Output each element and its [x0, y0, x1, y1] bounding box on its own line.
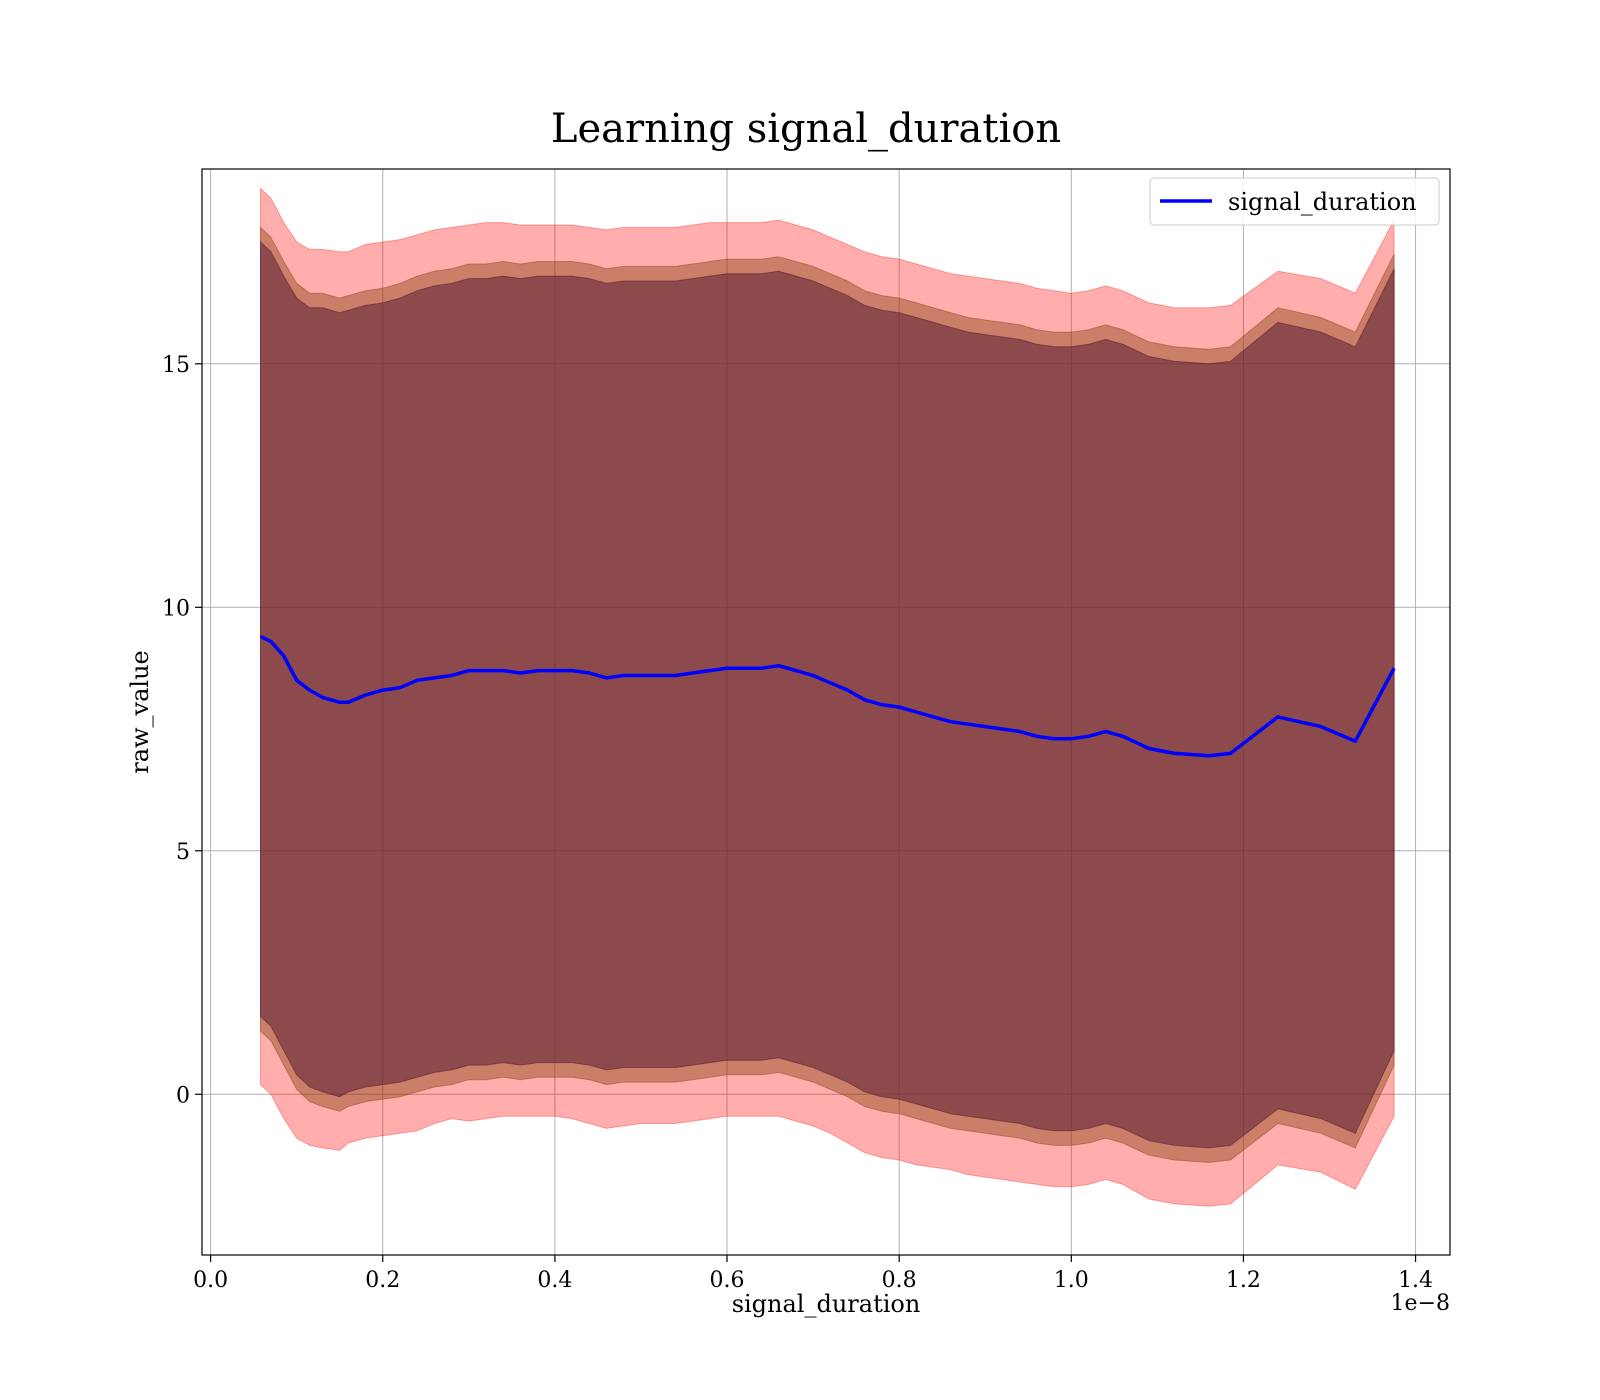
x-tick-label: 0.6 [710, 1268, 745, 1293]
y-axis-label: raw_value [126, 650, 154, 774]
x-tick-label: 1.0 [1054, 1268, 1089, 1293]
x-tick-label: 0.4 [537, 1268, 572, 1293]
confidence-bands [260, 187, 1395, 1207]
x-tick-label: 1.4 [1398, 1268, 1433, 1293]
series-line-signal-duration [259, 634, 1396, 758]
legend-box [1149, 177, 1440, 226]
x-tick-label: 0.2 [365, 1268, 400, 1293]
legend: signal_duration [1149, 177, 1440, 226]
y-tick-label: 15 [162, 353, 190, 378]
y-tick-label: 0 [176, 1083, 190, 1108]
x-axis-offset-label: 1e−8 [1391, 1291, 1450, 1316]
y-tick-label: 5 [176, 840, 190, 865]
chart-title: Learning signal_duration [551, 106, 1061, 152]
x-tick-label: 0.0 [193, 1268, 228, 1293]
plot-area-frame [201, 168, 1451, 1256]
x-tick-label: 1.2 [1226, 1268, 1261, 1293]
series-lines [259, 634, 1396, 758]
legend-entry-label: signal_duration [1228, 188, 1417, 216]
x-tick-label: 0.8 [882, 1268, 917, 1293]
confidence-band-2 [260, 240, 1395, 1149]
y-tick-label: 10 [162, 596, 190, 621]
axis-ticks: 0.0 0.2 0.4 0.6 0.8 1.0 1.2 1.4 0 5 10 15 [162, 353, 1433, 1293]
x-axis-label: signal_duration [732, 1290, 921, 1318]
